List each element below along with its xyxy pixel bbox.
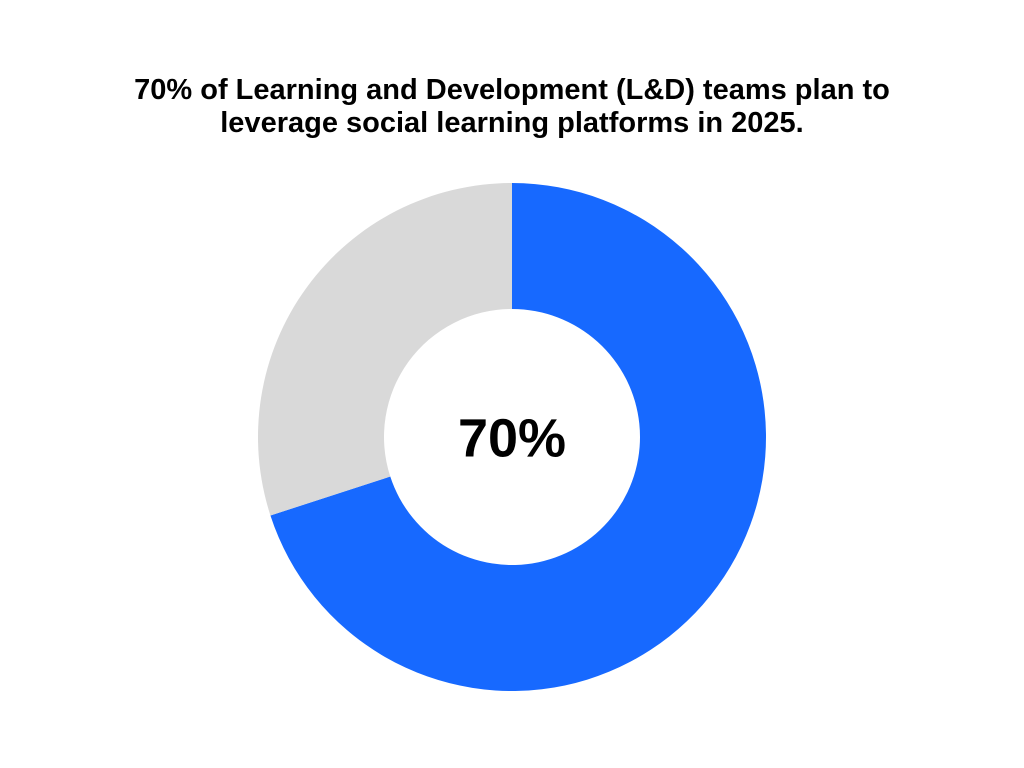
donut-slices <box>258 183 766 692</box>
chart-title: 70% of Learning and Development (L&D) te… <box>0 74 1024 140</box>
chart-title-line-1: 70% of Learning and Development (L&D) te… <box>134 74 890 106</box>
chart-title-line-2: leverage social learning platforms in 20… <box>220 107 804 139</box>
donut-slice-1 <box>270 183 766 692</box>
donut-slice-2 <box>258 183 512 516</box>
donut-center-label: 70% <box>458 408 566 468</box>
